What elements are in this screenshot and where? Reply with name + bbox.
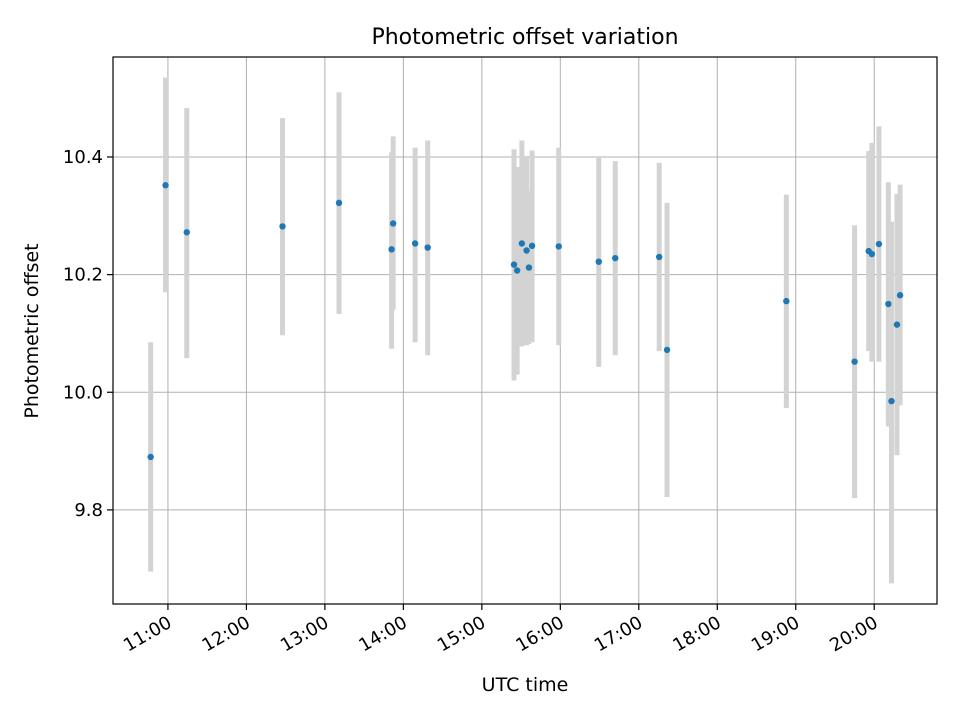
data-point [183, 229, 190, 236]
y-axis: 9.8 10.0 10.2 10.4 [63, 147, 113, 521]
data-point [595, 258, 602, 265]
data-point [868, 250, 876, 258]
data-point [528, 242, 536, 250]
data-point [388, 246, 395, 253]
data-point [279, 223, 286, 230]
plot-frame [112, 56, 938, 605]
data-point [555, 243, 562, 250]
y-tick-label: 9.8 [74, 500, 103, 521]
data-point [875, 240, 883, 248]
data-point [885, 300, 892, 308]
data-point [513, 267, 521, 274]
data-point [147, 453, 154, 461]
data-point [525, 264, 533, 271]
data-point [424, 244, 431, 251]
y-tick-label: 10.4 [63, 147, 103, 168]
data-point [888, 397, 895, 405]
y-tick-label: 10.0 [63, 382, 103, 403]
data-point [851, 358, 858, 365]
data-point [389, 220, 397, 227]
chart-title: Photometric offset variation [371, 25, 678, 50]
x-axis-label: UTC time [482, 674, 569, 696]
data-point [335, 199, 343, 207]
data-point [655, 253, 663, 261]
data-point [523, 247, 530, 254]
data-points [147, 182, 904, 461]
data-point [663, 346, 671, 354]
y-tick-label: 10.2 [63, 265, 103, 286]
data-point [518, 240, 526, 247]
data-point [896, 292, 904, 299]
y-axis-label: Photometric offset [21, 243, 43, 418]
data-point [893, 321, 901, 328]
data-point [612, 254, 619, 262]
data-point [510, 261, 518, 268]
data-point [162, 182, 169, 189]
data-point [411, 240, 419, 247]
data-point [783, 297, 790, 305]
